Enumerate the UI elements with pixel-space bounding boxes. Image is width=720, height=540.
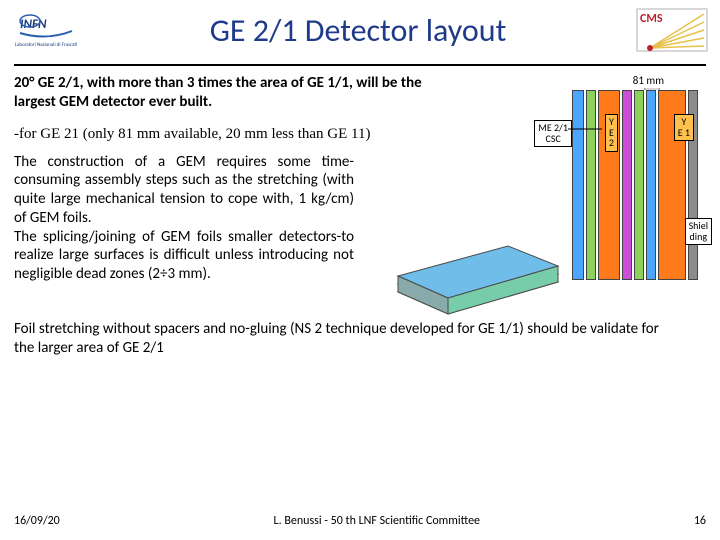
subheading: 20° GE 2/1, with more than 3 times the a… [14,74,434,112]
body-paragraph: The construction of a GEM requires some … [14,153,354,284]
connector-me21 [568,128,602,130]
header-divider [14,64,706,66]
slide-title: GE 2/1 Detector layout [80,11,636,50]
svg-text:INFN: INFN [20,17,47,32]
logo-infn-caption: Laboratori Nazionali di Frascati [15,43,77,48]
label-shielding: Shielding [685,218,712,245]
footer-date: 16/09/20 [14,514,60,528]
label-me21-csc: ME 2/1CSC [534,120,572,147]
svg-text:CMS: CMS [640,12,663,26]
footer-page: 16 [694,514,706,528]
label-ye2: YE2 [605,114,618,152]
logo-infn: INFN Laboratori Nazionali di Frascati [12,13,80,48]
logo-cms: CMS [636,8,708,52]
dimension-label: 81 mm [633,74,664,87]
gem-foil-stack [388,232,568,352]
footer-center: L. Benussi - 50 th LNF Scientific Commit… [274,514,480,528]
label-ye1: YE 1 [674,114,694,141]
note-line: -for GE 21 (only 81 mm available, 20 mm … [14,126,434,143]
